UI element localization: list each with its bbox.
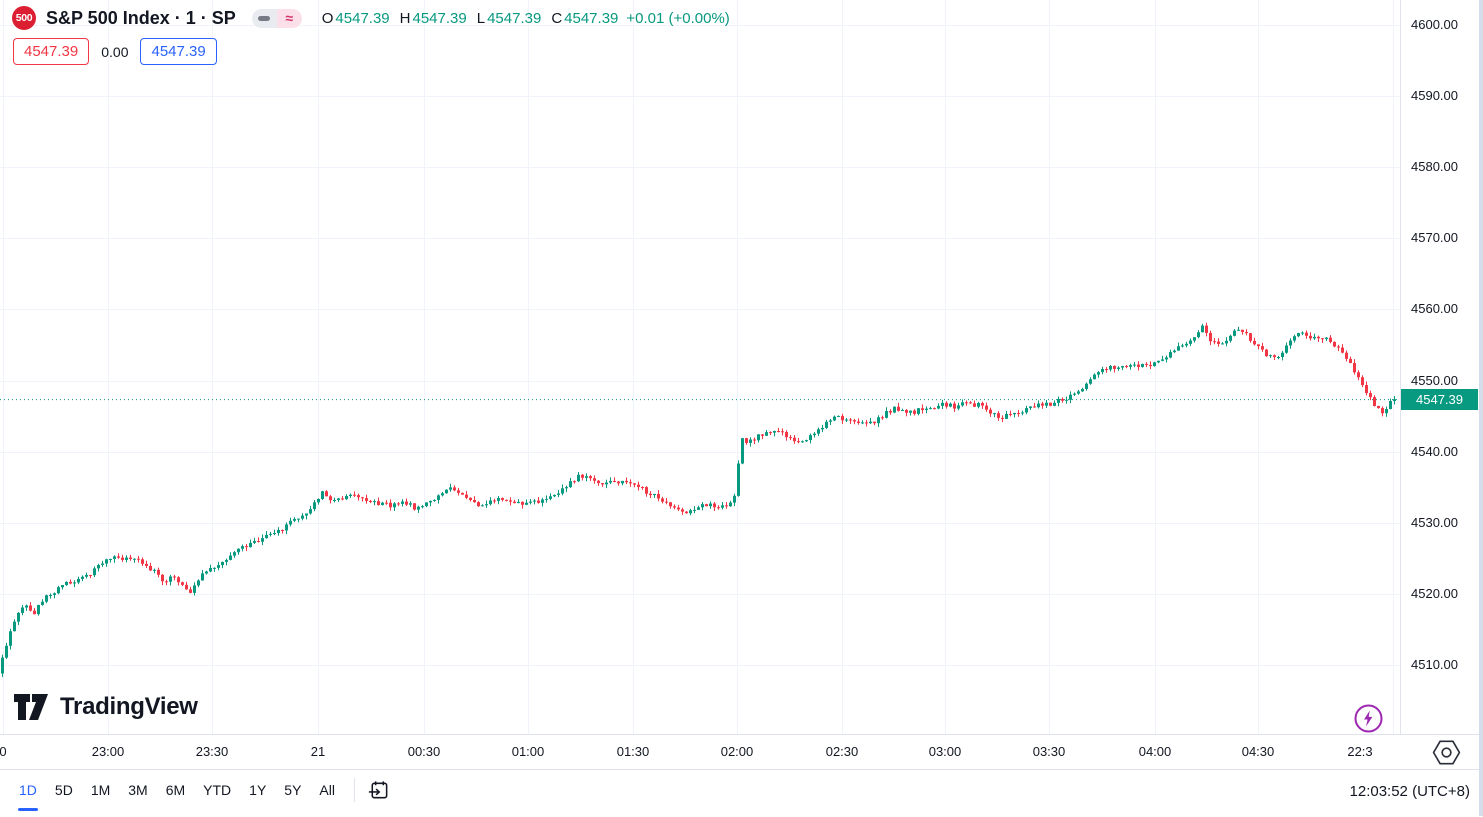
range-button-3m[interactable]: 3M [128,782,148,798]
range-button-5y[interactable]: 5Y [284,782,302,798]
low-label: L [476,9,486,27]
symbol-title[interactable]: S&P 500 Index · 1 · SP [46,7,236,28]
time-axis-label: 01:30 [616,744,650,759]
open-label: O [321,9,334,27]
time-axis-label: 02:00 [720,744,754,759]
price-axis-label: 4510.00 [1411,656,1458,672]
toolbar-divider [353,778,355,802]
trade-panel: 4547.39 0.00 4547.39 [13,38,217,65]
range-button-all[interactable]: All [319,782,335,798]
sell-button[interactable]: 4547.39 [13,38,90,65]
price-axis-label: 4530.00 [1411,514,1458,530]
wave-icon: ≈ [285,10,294,26]
ohlc-readout: O 4547.39 H 4547.39 L 4547.39 C 4547.39 … [322,10,730,27]
go-to-date-button[interactable] [367,779,390,802]
price-axis-label: 4560.00 [1411,301,1458,317]
range-button-5d[interactable]: 5D [54,782,73,798]
low-value: 4547.39 [487,9,542,27]
price-axis-label: 4550.00 [1411,372,1458,388]
spread-label: 0.00 [101,43,129,60]
bottom-toolbar: 1D 5D 1M 3M 6M YTD 1Y 5Y All 12:03:52 (UTC+8) [0,769,1483,817]
price-axis-label: 4520.00 [1411,585,1458,601]
open-value: 4547.39 [335,9,390,27]
time-axis-label: 0 [0,744,7,759]
settings-button[interactable] [1431,737,1462,768]
time-axis[interactable]: 0 23:00 23:30 21 00:30 01:00 01:30 02:00 02:30 03… [0,734,1483,770]
time-axis-label: 23:30 [195,744,229,759]
price-axis-label: 4590.00 [1411,88,1458,104]
symbol-header: 500 S&P 500 Index · 1 · SP ≈ O 4547.39 H… [12,5,730,31]
time-axis-label: 03:30 [1032,744,1066,759]
close-value: 4547.39 [564,9,619,27]
range-button-1m[interactable]: 1M [90,782,111,798]
lightning-icon [1354,704,1383,733]
calendar-arrow-icon [368,780,388,798]
lightning-button[interactable] [1353,703,1384,734]
date-range-switcher: 1D 5D 1M 3M 6M YTD 1Y 5Y All [10,778,390,811]
tradingview-logo-text: TradingView [60,693,198,720]
high-label: H [399,9,411,27]
time-axis-label: 00:30 [407,744,441,759]
tradingview-logo-icon [14,694,48,720]
price-axis[interactable]: 4547.39 4600.00 4590.00 4580.00 4570.00 4560… [1400,0,1480,734]
last-price-badge[interactable]: 4547.39 [1401,388,1478,410]
price-axis-label: 4570.00 [1411,230,1458,246]
clock-label[interactable]: 12:03:52 (UTC+8) [1349,783,1470,800]
range-button-1d[interactable]: 1D [10,778,46,811]
minus-icon [258,15,271,21]
settings-icon [1432,740,1461,765]
time-axis-label: 04:00 [1138,744,1172,759]
time-axis-label: 03:00 [928,744,962,759]
high-value: 4547.39 [412,9,467,27]
chart-style-toggle[interactable]: ≈ [251,8,302,28]
right-edge-strip [1479,0,1483,816]
buy-button[interactable]: 4547.39 [140,38,217,65]
range-button-6m[interactable]: 6M [165,782,186,798]
wave-toggle-button[interactable]: ≈ [276,8,302,28]
price-axis-label: 4540.00 [1411,443,1458,459]
time-axis-label: 23:00 [91,744,125,759]
range-button-1y[interactable]: 1Y [249,782,267,798]
price-axis-label: 4600.00 [1411,17,1458,32]
time-axis-label: 22:3 [1347,744,1373,759]
tradingview-watermark: TradingView [14,692,198,722]
time-axis-label: 01:00 [511,744,545,759]
close-label: C [551,9,563,27]
time-axis-label: 04:30 [1241,744,1275,759]
dash-toggle-button[interactable] [251,8,277,28]
sp500-logo-icon: 500 [12,6,36,30]
change-value: +0.01 (+0.00%) [626,9,730,27]
time-axis-label: 21 [310,744,326,759]
price-axis-label: 4580.00 [1411,159,1458,175]
range-button-ytd[interactable]: YTD [203,782,232,798]
time-axis-label: 02:30 [825,744,859,759]
